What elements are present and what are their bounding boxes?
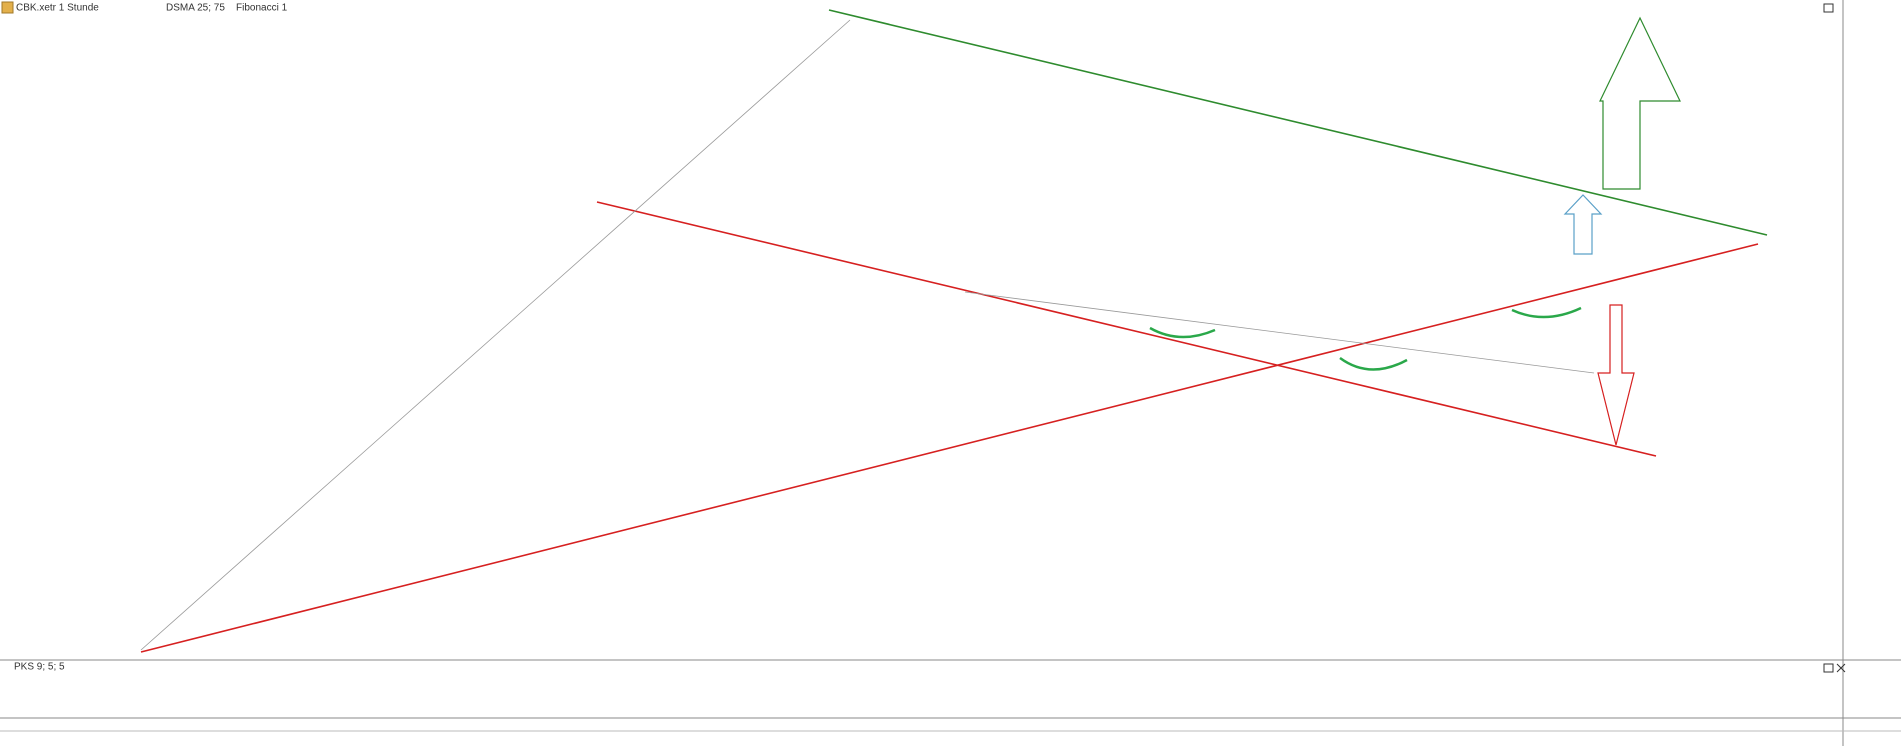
support-arc (1339, 356, 1408, 371)
trendline (964, 291, 1595, 374)
symbol-icon (1, 1, 14, 14)
close-button[interactable] (1836, 663, 1846, 673)
oscillator-label: PKS 9; 5; 5 (14, 662, 65, 673)
support-arc (1511, 306, 1582, 319)
header: CBK.xetr 1 Stunde DSMA 25; 75 Fibonacci … (1, 1, 288, 673)
trendline (828, 9, 1768, 236)
trendline (140, 243, 1759, 653)
down-arrow (1597, 304, 1635, 446)
instrument-title: CBK.xetr 1 Stunde (16, 3, 99, 14)
trendlines (140, 9, 1768, 653)
up-arrow-small (1563, 194, 1603, 255)
fib-line (140, 19, 851, 651)
up-arrow (1599, 16, 1681, 190)
window-button[interactable] (1823, 3, 1834, 13)
indicator-label: DSMA 25; 75 (166, 3, 225, 14)
window-button[interactable] (1823, 663, 1834, 673)
trendline (596, 201, 1657, 457)
support-arc (1149, 326, 1216, 339)
indicator-label: Fibonacci 1 (236, 3, 288, 14)
